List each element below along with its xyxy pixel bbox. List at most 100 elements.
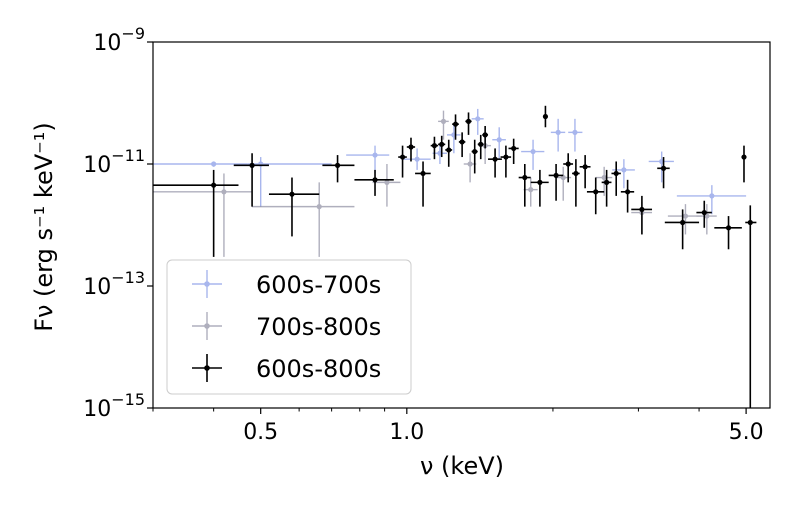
data-point <box>741 145 747 183</box>
marker <box>682 213 689 219</box>
data-point <box>696 200 712 228</box>
marker <box>555 129 561 135</box>
data-point <box>354 169 394 196</box>
marker <box>572 129 578 135</box>
marker <box>452 121 459 127</box>
data-point <box>438 110 449 140</box>
marker <box>465 118 472 124</box>
data-point <box>676 185 747 215</box>
data-point <box>548 164 564 201</box>
marker <box>439 141 445 147</box>
data-point <box>430 136 439 160</box>
data-point <box>601 169 612 207</box>
data-point <box>550 118 566 152</box>
marker <box>334 162 341 168</box>
legend-dot <box>204 281 210 287</box>
y-tick-label: 10−9 <box>93 24 145 56</box>
marker <box>725 225 732 231</box>
data-point <box>346 145 390 174</box>
data-point <box>508 138 519 164</box>
marker <box>741 154 747 160</box>
data-point <box>500 145 512 178</box>
marker <box>680 219 686 226</box>
data-point <box>482 125 489 149</box>
legend-marker <box>192 354 222 382</box>
series-3 <box>153 105 757 408</box>
marker <box>604 179 610 185</box>
marker <box>472 148 478 155</box>
data-point <box>572 159 580 207</box>
marker <box>601 174 607 181</box>
data-point <box>438 135 446 158</box>
marker <box>528 187 534 193</box>
data-point <box>153 161 248 167</box>
x-tick-label: 0.5 <box>243 420 278 445</box>
legend-label: 600s-800s <box>256 355 381 383</box>
marker <box>553 172 559 179</box>
x-tick-label: 5.0 <box>729 420 764 445</box>
marker <box>560 174 566 181</box>
data-point <box>530 169 549 207</box>
y-tick-label: 10−13 <box>83 268 145 300</box>
legend-dot <box>204 365 210 371</box>
marker <box>503 154 509 160</box>
data-point <box>465 112 472 135</box>
legend-box <box>166 259 412 395</box>
series-1 <box>153 108 747 215</box>
legend-marker <box>192 270 222 298</box>
data-point <box>492 127 506 160</box>
marker <box>625 189 631 195</box>
data-point <box>579 155 591 189</box>
marker <box>565 161 571 167</box>
marker <box>639 206 645 213</box>
marker <box>384 179 390 185</box>
data-point <box>406 137 416 162</box>
data-point <box>452 114 459 140</box>
data-point <box>745 205 757 408</box>
marker <box>542 113 549 120</box>
marker <box>660 165 667 171</box>
data-point <box>648 151 674 183</box>
marker <box>582 164 588 170</box>
marker <box>482 132 488 138</box>
marker <box>316 204 322 210</box>
x-tick-label: 1.0 <box>389 420 424 445</box>
data-point <box>521 139 545 170</box>
data-point <box>542 105 549 128</box>
legend: 600s-700s 700s-800s 600s-800s <box>166 259 412 395</box>
marker <box>573 170 579 177</box>
data-point <box>631 195 653 235</box>
data-point <box>696 204 717 235</box>
marker <box>511 145 517 152</box>
data-point <box>153 169 239 257</box>
marker <box>701 209 707 216</box>
marker <box>372 177 378 183</box>
y-axis-title: Fν (erg s⁻¹ keV⁻¹) <box>30 122 58 332</box>
data-point <box>664 209 700 250</box>
data-point <box>233 153 269 207</box>
data-point <box>471 139 478 174</box>
marker <box>478 141 484 147</box>
marker <box>537 179 543 185</box>
marker <box>221 189 227 195</box>
data-point <box>445 139 453 167</box>
data-point <box>667 204 702 235</box>
data-layer <box>153 105 757 408</box>
data-point <box>268 177 320 237</box>
data-point <box>372 164 401 207</box>
marker <box>408 144 414 150</box>
series-2 <box>153 110 717 257</box>
data-point <box>471 108 484 135</box>
data-point <box>620 179 635 213</box>
marker <box>399 154 406 160</box>
data-point <box>398 145 407 178</box>
data-point <box>322 155 355 183</box>
marker <box>372 152 378 158</box>
marker <box>431 143 438 149</box>
marker <box>530 148 536 155</box>
legend-dot <box>204 323 210 329</box>
marker <box>414 156 420 162</box>
data-point <box>458 132 466 158</box>
data-point <box>488 148 502 178</box>
